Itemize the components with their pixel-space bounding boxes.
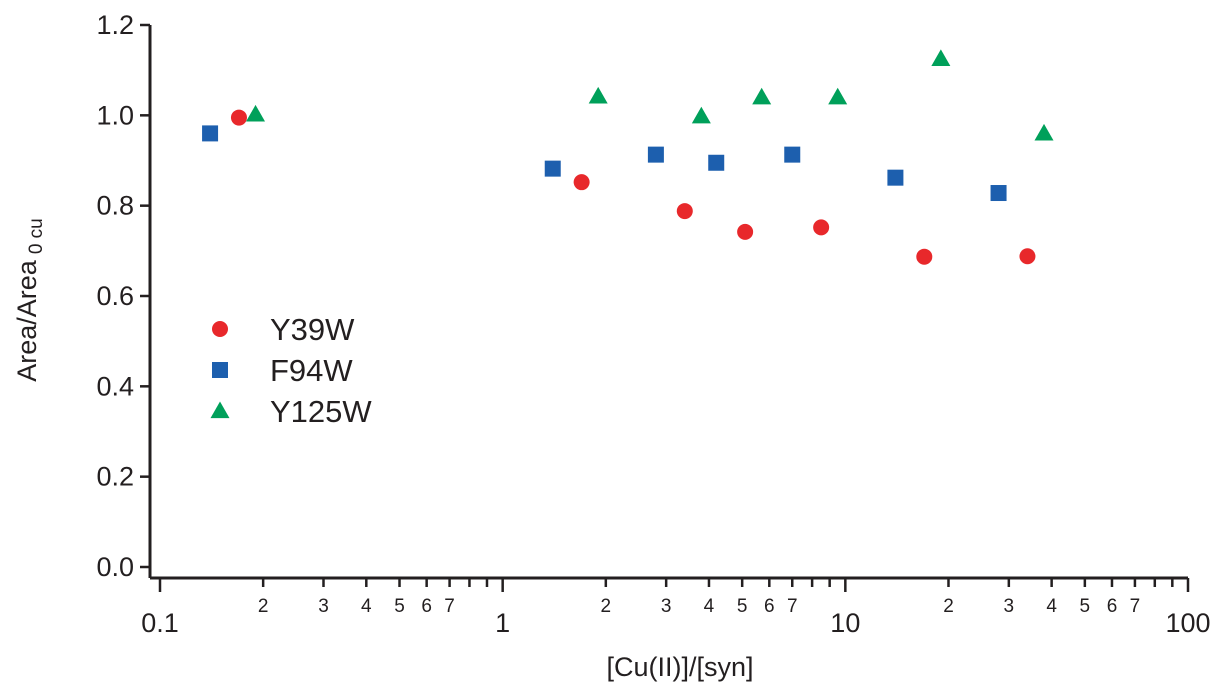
y-axis-title-main: Area/Area [12, 259, 42, 382]
data-point-y39w [813, 219, 830, 236]
x-minor-tick-label: 5 [1080, 596, 1091, 617]
x-tick-label: 0.1 [141, 608, 179, 638]
data-point-y125w [1034, 123, 1054, 141]
data-point-y125w [828, 87, 848, 105]
y-tick-label: 0.4 [96, 371, 134, 401]
data-point-f94w [990, 185, 1007, 202]
x-minor-tick-label: 2 [943, 596, 954, 617]
y-tick-label: 0.0 [96, 552, 134, 582]
x-minor-tick-label: 7 [787, 596, 798, 617]
data-point-y125w [691, 106, 711, 124]
x-minor-tick-label: 5 [394, 596, 405, 617]
data-point-y125w [246, 104, 266, 122]
x-minor-tick-label: 3 [661, 596, 672, 617]
data-point-y39w [1019, 248, 1036, 265]
x-minor-tick-label: 7 [1130, 596, 1141, 617]
x-minor-tick-label: 4 [361, 596, 372, 617]
data-point-y125w [931, 49, 951, 66]
x-minor-tick-label: 6 [1107, 596, 1118, 617]
x-tick-label: 10 [830, 608, 860, 638]
data-point-f94w [708, 154, 725, 171]
x-minor-tick-label: 4 [1046, 596, 1057, 617]
data-point-y125w [752, 87, 772, 105]
x-minor-tick-label: 6 [764, 596, 775, 617]
x-minor-tick-label: 3 [1004, 596, 1015, 617]
x-minor-tick-label: 3 [318, 596, 329, 617]
legend-label-y39w: Y39W [270, 312, 355, 347]
y-tick-label: 1.0 [96, 100, 134, 130]
data-point-y39w [916, 248, 933, 265]
y-tick-label: 0.8 [96, 191, 134, 221]
data-point-f94w [647, 146, 664, 163]
legend-marker-f94w [212, 362, 228, 378]
data-point-f94w [784, 146, 801, 163]
svg-text:Area/Area0 cu: Area/Area 0 cu [12, 218, 47, 382]
x-tick-label: 1 [495, 608, 510, 638]
data-point-y125w [588, 86, 608, 104]
legend-marker-y125w [210, 401, 230, 419]
x-minor-tick-label: 6 [421, 596, 432, 617]
y-tick-label: 1.2 [96, 10, 134, 40]
data-point-f94w [544, 160, 561, 177]
x-minor-tick-label: 2 [258, 596, 269, 617]
axes [148, 25, 1188, 580]
data-point-y39w [573, 174, 590, 191]
data-point-y39w [737, 223, 754, 240]
x-tick-label: 100 [1165, 608, 1210, 638]
data-points [202, 49, 1054, 265]
legend-label-y125w: Y125W [270, 394, 372, 429]
x-minor-tick-label: 2 [601, 596, 612, 617]
x-minor-tick-label: 5 [737, 596, 748, 617]
y-tick-label: 0.2 [96, 462, 134, 492]
data-point-y39w [676, 203, 693, 220]
legend-marker-y39w [212, 321, 228, 337]
legend: Y39W F94W Y125W [210, 312, 372, 429]
data-point-y39w [230, 109, 247, 126]
data-point-f94w [887, 169, 904, 186]
y-axis-title: Area/Area 0 cu [12, 218, 47, 382]
x-minor-tick-label: 7 [444, 596, 455, 617]
y-tick-label: 0.6 [96, 281, 134, 311]
legend-label-f94w: F94W [270, 353, 353, 388]
x-axis-title: [Cu(II)]/[syn] [606, 652, 753, 682]
data-point-f94w [202, 125, 219, 142]
y-axis-title-sub: 0 cu [26, 218, 47, 254]
x-minor-tick-label: 4 [704, 596, 715, 617]
